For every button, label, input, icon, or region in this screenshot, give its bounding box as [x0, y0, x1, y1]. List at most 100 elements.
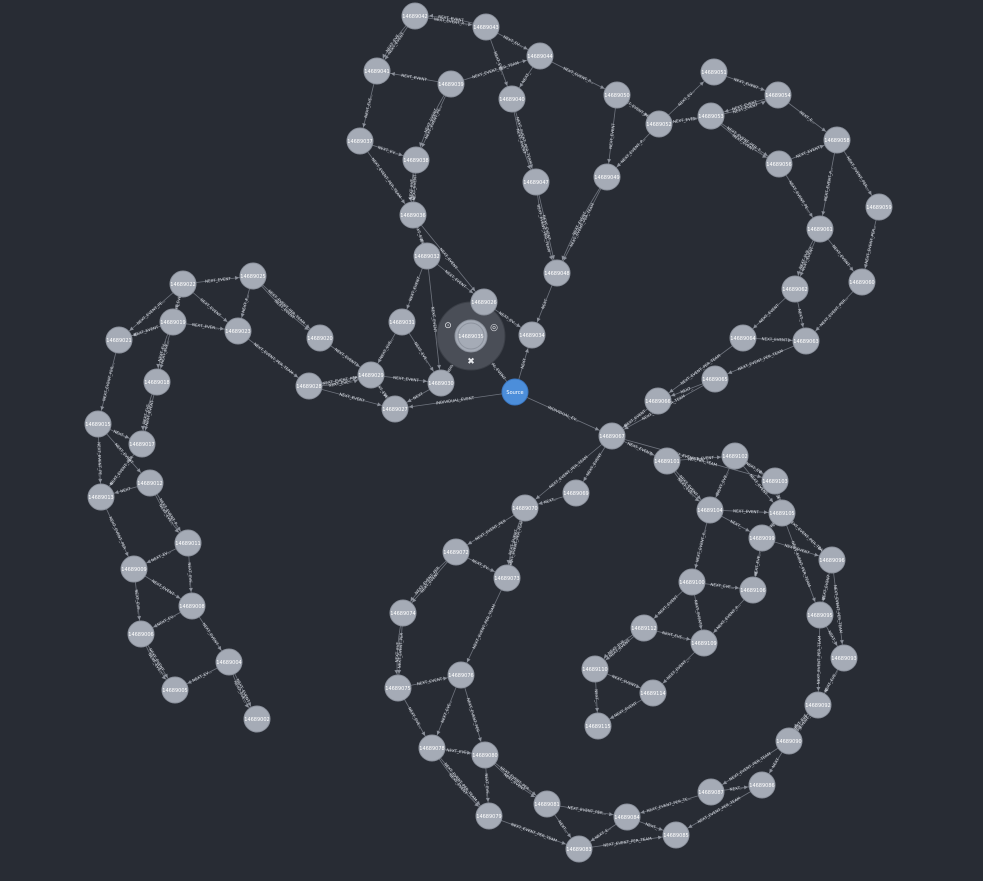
relationship-edge[interactable]: [611, 435, 776, 482]
event-node[interactable]: 14689051: [700, 58, 728, 86]
node-circle[interactable]: [143, 368, 171, 396]
event-node[interactable]: 14689086: [748, 771, 776, 799]
event-node[interactable]: 14689018: [143, 368, 171, 396]
event-node[interactable]: 14689079: [475, 802, 503, 830]
event-node[interactable]: 14689099: [748, 524, 776, 552]
node-circle[interactable]: [87, 483, 115, 511]
event-node[interactable]: 14689015: [84, 410, 112, 438]
event-node[interactable]: 14689039: [437, 70, 465, 98]
node-circle[interactable]: [169, 270, 197, 298]
event-node[interactable]: 14689076: [447, 661, 475, 689]
node-circle[interactable]: [357, 361, 385, 389]
node-circle[interactable]: [401, 2, 429, 30]
node-circle[interactable]: [493, 564, 521, 592]
node-circle[interactable]: [830, 644, 858, 672]
node-circle[interactable]: [413, 242, 441, 270]
event-node[interactable]: 14689087: [697, 778, 725, 806]
event-node[interactable]: 14689042: [401, 2, 429, 30]
node-circle[interactable]: [471, 741, 499, 769]
node-circle[interactable]: [721, 442, 749, 470]
event-node[interactable]: 14689030: [427, 369, 455, 397]
event-node[interactable]: 14689092: [804, 691, 832, 719]
node-circle[interactable]: [498, 85, 526, 113]
node-circle[interactable]: [697, 778, 725, 806]
expand-icon[interactable]: ✖: [467, 357, 475, 367]
event-node[interactable]: 14689013: [87, 483, 115, 511]
event-node[interactable]: 14689114: [639, 679, 667, 707]
event-node[interactable]: 14689004: [215, 648, 243, 676]
node-circle[interactable]: [522, 168, 550, 196]
node-circle[interactable]: [518, 321, 546, 349]
node-circle[interactable]: [136, 469, 164, 497]
event-node[interactable]: 14689085: [662, 821, 690, 849]
node-circle[interactable]: [644, 387, 672, 415]
node-circle[interactable]: [402, 146, 430, 174]
event-node[interactable]: 14689078: [418, 734, 446, 762]
node-circle[interactable]: [761, 467, 789, 495]
node-circle[interactable]: [239, 262, 267, 290]
node-circle[interactable]: [543, 259, 571, 287]
node-circle[interactable]: [630, 614, 658, 642]
node-circle[interactable]: [363, 57, 391, 85]
event-node[interactable]: 14689029: [357, 361, 385, 389]
event-node[interactable]: 14689060: [848, 268, 876, 296]
node-circle[interactable]: [346, 127, 374, 155]
event-node[interactable]: 14689036: [399, 201, 427, 229]
node-circle[interactable]: [381, 395, 409, 423]
node-circle[interactable]: [105, 326, 133, 354]
node-circle[interactable]: [501, 378, 529, 406]
event-node[interactable]: 14689084: [613, 803, 641, 831]
event-node[interactable]: 14689044: [526, 42, 554, 70]
event-node[interactable]: 14689020: [306, 324, 334, 352]
node-circle[interactable]: [697, 102, 725, 130]
event-node[interactable]: 14689104: [696, 496, 724, 524]
hide-icon[interactable]: ◎: [490, 323, 498, 333]
event-node[interactable]: 14689062: [781, 275, 809, 303]
event-node[interactable]: 14689065: [701, 365, 729, 393]
event-node[interactable]: 14689106: [739, 576, 767, 604]
event-node[interactable]: 14689032: [413, 242, 441, 270]
node-circle[interactable]: [427, 369, 455, 397]
event-node[interactable]: 14689017: [128, 430, 156, 458]
event-node[interactable]: 14689075: [384, 674, 412, 702]
node-circle[interactable]: [224, 317, 252, 345]
event-node[interactable]: 14689053: [697, 102, 725, 130]
event-node[interactable]: 14689035: [454, 319, 488, 353]
node-circle[interactable]: [775, 727, 803, 755]
event-node[interactable]: 14689066: [644, 387, 672, 415]
event-node[interactable]: 14689115: [584, 712, 612, 740]
node-circle[interactable]: [472, 13, 500, 41]
node-circle[interactable]: [584, 712, 612, 740]
event-node[interactable]: 14689023: [224, 317, 252, 345]
event-node[interactable]: 14689021: [105, 326, 133, 354]
node-circle[interactable]: [639, 679, 667, 707]
node-circle[interactable]: [739, 576, 767, 604]
node-circle[interactable]: [806, 215, 834, 243]
node-circle[interactable]: [748, 771, 776, 799]
event-node[interactable]: 14689034: [518, 321, 546, 349]
event-node[interactable]: 14689073: [493, 564, 521, 592]
node-circle[interactable]: [475, 802, 503, 830]
node-circle[interactable]: [806, 601, 834, 629]
event-node[interactable]: 14689052: [645, 110, 673, 138]
event-node[interactable]: 14689072: [442, 538, 470, 566]
node-circle[interactable]: [306, 324, 334, 352]
event-node[interactable]: 14689031: [388, 308, 416, 336]
node-circle[interactable]: [613, 803, 641, 831]
event-node[interactable]: 14689063: [792, 327, 820, 355]
event-node[interactable]: 14689080: [471, 741, 499, 769]
event-node[interactable]: 14689048: [543, 259, 571, 287]
event-node[interactable]: 14689081: [533, 790, 561, 818]
event-node[interactable]: 14689090: [775, 727, 803, 755]
event-node[interactable]: 14689019: [159, 308, 187, 336]
node-circle[interactable]: [792, 327, 820, 355]
node-circle[interactable]: [178, 592, 206, 620]
node-circle[interactable]: [593, 163, 621, 191]
event-node[interactable]: 14689067: [598, 422, 626, 450]
event-node[interactable]: 14689069: [562, 479, 590, 507]
event-node[interactable]: 14689012: [136, 469, 164, 497]
event-node[interactable]: 14689041: [363, 57, 391, 85]
node-circle[interactable]: [662, 821, 690, 849]
event-node[interactable]: 14689050: [603, 81, 631, 109]
